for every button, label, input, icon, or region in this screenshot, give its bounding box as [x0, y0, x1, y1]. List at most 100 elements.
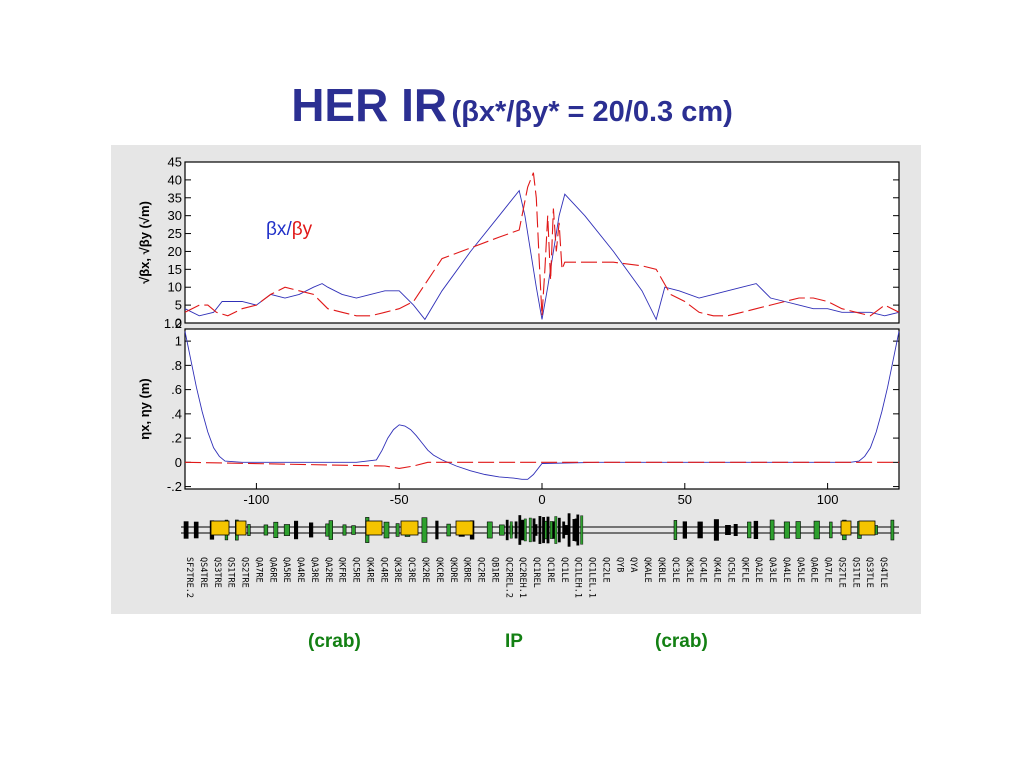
corrector-magnet	[753, 520, 759, 540]
beta-ytick-label: 40	[168, 172, 182, 187]
beta-function-chart: 0 5 10 15 20 25 30 35 40 45 1.2 βx/βy √βx, √βy (√m)	[137, 155, 900, 331]
element-label: QKALE	[642, 557, 652, 583]
element-label: QC2RE	[476, 557, 486, 583]
element-label: QS4TLE	[878, 557, 888, 588]
magnet-lattice: SF2TRE.2 QS4TRE QS3TRE QS1TRE QS2TRE QA7RE QA6…	[181, 513, 899, 598]
quadrupole-magnet	[890, 519, 895, 541]
legend-entry-1: /	[286, 219, 292, 240]
eta-ytick-label: .8	[171, 358, 182, 373]
ir-magnet	[542, 517, 545, 544]
ir-magnet	[580, 515, 584, 545]
ir-magnet	[549, 521, 553, 539]
eta-ytick-label: -.2	[167, 479, 182, 494]
element-label: QA7LE	[823, 557, 833, 583]
element-label: QB1RE	[489, 557, 499, 583]
corrector-magnet	[682, 521, 688, 539]
quadrupole-magnet	[747, 521, 752, 539]
quadrupole-magnet	[813, 520, 820, 540]
ir-magnet	[532, 518, 536, 542]
slide-title: HER IR (βx*/βy* = 20/0.3 cm)	[0, 78, 1024, 132]
quadrupole-magnet	[829, 521, 833, 539]
quadrupole-magnet	[283, 524, 290, 536]
eta-ytick-label: 0	[175, 455, 182, 470]
beta-ytick-label: 20	[168, 244, 182, 259]
element-label: QS3TLE	[864, 557, 874, 588]
element-label: QYA	[628, 557, 638, 572]
element-label: QC1LEH.1	[573, 557, 583, 598]
bend-magnet	[840, 520, 852, 536]
corrector-magnet	[725, 524, 731, 535]
element-label: QK3LE	[684, 557, 694, 583]
element-label: QKBLE	[656, 557, 666, 583]
beta-legend: βx/βy	[266, 219, 313, 240]
bend-magnet	[400, 520, 419, 536]
title-subtitle: (βx*/βy* = 20/0.3 cm)	[451, 96, 733, 128]
ir-magnet	[562, 521, 566, 539]
element-label: QC1RE	[545, 557, 555, 583]
beta-ytick-label: 10	[168, 280, 182, 295]
eta-xtick-label: 50	[678, 492, 692, 507]
beta-ytick-label: 15	[168, 262, 182, 277]
element-label: QC1LEL.1	[587, 557, 597, 598]
beta-series-y-line	[184, 172, 900, 317]
bend-magnet	[235, 520, 247, 536]
element-label: QKFLE	[739, 557, 749, 583]
legend-entry-0: βx	[266, 219, 287, 240]
element-label: QC2LE	[601, 557, 611, 583]
quadrupole-magnet	[673, 520, 678, 540]
quadrupole-magnet	[247, 524, 251, 536]
element-label: QC4RE	[378, 557, 388, 583]
quadrupole-magnet	[486, 521, 493, 539]
title-main: HER IR	[291, 79, 448, 131]
dispersion-chart: -.2 0 .2 .4 .6 .8 1 -100 -50 0 50 100 ηx, ηy (m)	[137, 328, 900, 507]
element-label: QA4RE	[295, 557, 305, 583]
element-label: QC1REL	[531, 557, 541, 588]
element-label: QKCRE	[434, 557, 444, 583]
element-label: QC5RE	[351, 557, 361, 583]
ir-magnet	[509, 521, 513, 539]
element-label: QS2TRE	[240, 557, 250, 588]
element-label: QS4TRE	[198, 557, 208, 588]
ir-magnet	[505, 519, 509, 541]
beta-ytick-label: 25	[168, 226, 182, 241]
element-label: QC5LE	[725, 557, 735, 583]
quadrupole-magnet	[795, 521, 801, 539]
eta-xtick-label: -100	[243, 492, 269, 507]
element-label: QA5LE	[795, 557, 805, 583]
element-label: QKBRE	[462, 557, 472, 583]
corrector-magnet	[309, 522, 314, 538]
element-label: QC1LE	[559, 557, 569, 583]
quadrupole-magnet	[263, 524, 269, 536]
beta-ytick-label: 35	[168, 190, 182, 205]
element-label: QA7RE	[253, 557, 263, 583]
quadrupole-magnet	[783, 521, 790, 539]
corrector-magnet	[733, 523, 738, 536]
bend-magnet	[365, 520, 383, 536]
eta-y-axis-label: ηx, ηy (m)	[137, 378, 152, 439]
beta-extra-tick-label: 1.2	[164, 316, 182, 331]
element-label: QK4RE	[365, 557, 375, 583]
quadrupole-magnet	[351, 525, 356, 535]
eta-xtick-label: 100	[817, 492, 839, 507]
ir-magnet	[538, 516, 542, 544]
corrector-magnet	[183, 521, 189, 539]
quadrupole-magnet	[328, 520, 334, 540]
beta-ytick-label: 5	[175, 298, 182, 313]
eta-series-x-line	[184, 331, 900, 480]
beta-ytick-label: 0	[175, 316, 182, 331]
eta-ytick-label: .6	[171, 382, 182, 397]
beta-y-axis-label: √βx, √βy (√m)	[137, 201, 152, 284]
element-label: SF2TRE.2	[184, 557, 194, 598]
quadrupole-magnet	[446, 523, 451, 537]
ir-magnet	[554, 516, 558, 544]
eta-ytick-label: 1	[175, 334, 182, 349]
ir-magnet	[557, 517, 561, 543]
element-label: QA5RE	[281, 557, 291, 583]
element-label: QKDRE	[448, 557, 458, 583]
element-label: QA2LE	[753, 557, 763, 583]
crab-label-left: (crab)	[308, 631, 361, 652]
element-label: QKFRE	[337, 557, 347, 583]
eta-xtick-label: 0	[538, 492, 545, 507]
ip-label: IP	[505, 631, 523, 652]
quadrupole-magnet	[383, 521, 390, 539]
